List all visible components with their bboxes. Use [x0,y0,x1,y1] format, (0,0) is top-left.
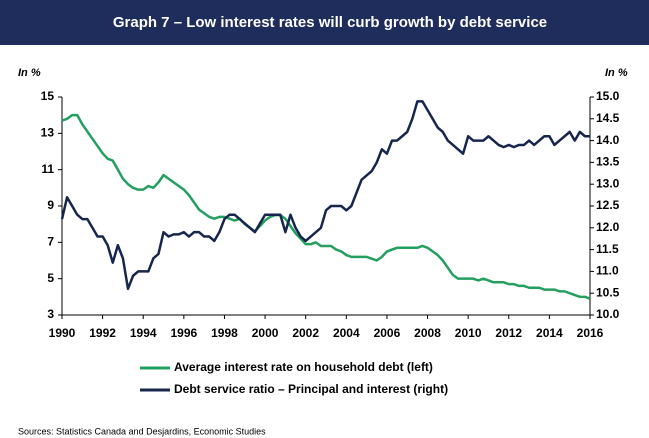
x-tick-label: 2004 [333,326,360,340]
y2-tick-label: 12.0 [596,220,620,234]
y-tick-label: 7 [47,235,54,249]
x-tick-label: 2006 [374,326,401,340]
title-bar [0,0,649,45]
y2-tick-label: 10.0 [596,307,620,321]
x-tick-label: 1996 [170,326,197,340]
y-tick-label: 5 [47,271,54,285]
x-tick-label: 1992 [89,326,116,340]
y-tick-label: 15 [41,89,55,103]
y-axis-label: In % [18,67,41,79]
y-tick-label: 9 [47,198,54,212]
data-line [60,100,590,291]
x-tick-label: 1994 [130,326,157,340]
x-tick-label: 2002 [292,326,319,340]
y2-tick-label: 12.5 [596,198,620,212]
y2-tick-label: 14.0 [596,133,620,147]
x-tick-label: 2008 [414,326,441,340]
y2-axis-label: In % [605,67,628,79]
y2-tick-label: 13.5 [596,155,620,169]
y-tick-label: 11 [41,162,54,176]
y2-tick-label: 11.5 [596,242,619,256]
y-tick-label: 3 [47,307,54,321]
x-tick-label: 1990 [49,326,76,340]
x-tick-label: 2012 [495,326,522,340]
chart-title: Graph 7 – Low interest rates will curb g… [113,14,547,31]
x-tick-label: 2000 [252,326,279,340]
y2-tick-label: 11.0 [596,264,619,278]
legend-label: Average interest rate on household debt … [174,360,433,374]
source-note: Sources: Statistics Canada and Desjardin… [18,426,266,436]
x-tick-label: 2014 [536,326,563,340]
legend-label: Debt service ratio – Principal and inter… [174,382,448,396]
x-tick-label: 1998 [211,326,238,340]
x-tick-label: 2016 [577,326,604,340]
y2-tick-label: 15.0 [596,89,620,103]
x-tick-label: 2010 [455,326,482,340]
data-line [61,113,591,300]
y2-tick-label: 10.5 [596,285,620,299]
y2-tick-label: 14.5 [596,111,620,125]
y-tick-label: 13 [41,126,55,140]
y2-tick-label: 13.0 [596,176,620,190]
